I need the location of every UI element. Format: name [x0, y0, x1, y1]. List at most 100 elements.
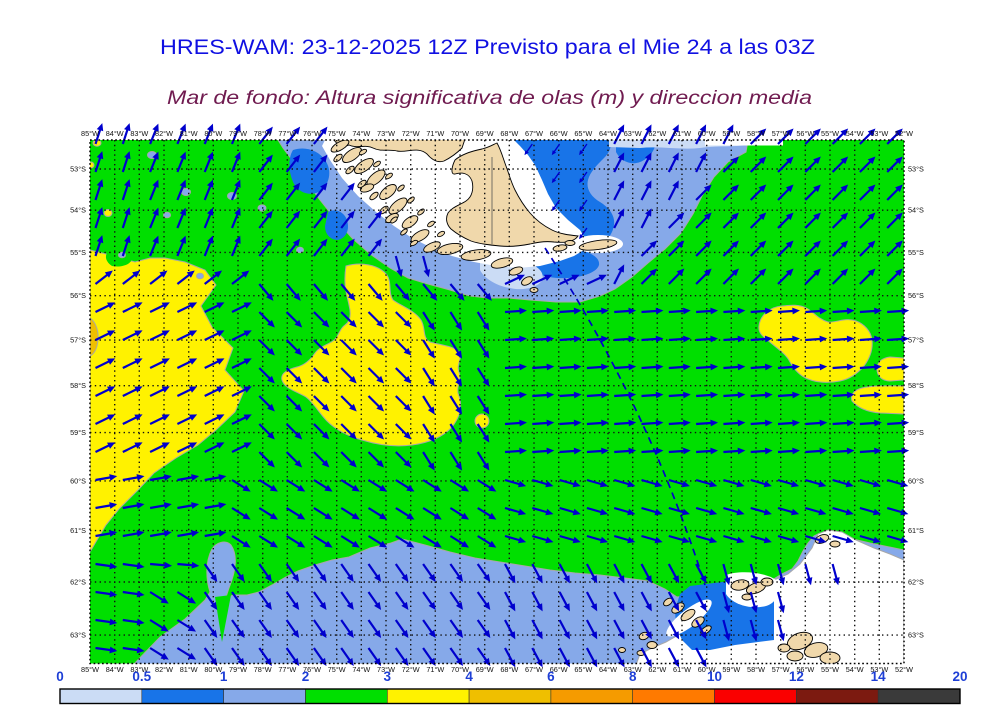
svg-text:56°W: 56°W — [796, 665, 814, 674]
svg-text:54°W: 54°W — [846, 129, 864, 138]
svg-text:54°W: 54°W — [846, 665, 864, 674]
svg-text:79°W: 79°W — [229, 665, 247, 674]
svg-text:79°W: 79°W — [229, 129, 247, 138]
svg-text:56°S: 56°S — [908, 291, 924, 300]
svg-text:HRES-WAM: 23-12-2025 12Z Previ: HRES-WAM: 23-12-2025 12Z Previsto para e… — [160, 36, 815, 59]
svg-text:62°S: 62°S — [70, 578, 86, 587]
svg-text:59°W: 59°W — [722, 665, 740, 674]
svg-text:58°S: 58°S — [908, 381, 924, 390]
svg-text:57°W: 57°W — [772, 665, 790, 674]
svg-text:74°W: 74°W — [352, 129, 370, 138]
svg-text:10: 10 — [707, 669, 722, 684]
svg-text:60°S: 60°S — [908, 476, 924, 485]
svg-text:85°W: 85°W — [81, 665, 99, 674]
svg-text:59°W: 59°W — [722, 129, 740, 138]
svg-text:4: 4 — [465, 669, 473, 684]
svg-text:57°W: 57°W — [772, 129, 790, 138]
svg-text:55°S: 55°S — [908, 248, 924, 257]
svg-text:54°S: 54°S — [70, 206, 86, 215]
svg-text:58°W: 58°W — [747, 665, 765, 674]
svg-text:61°W: 61°W — [673, 665, 691, 674]
svg-text:63°S: 63°S — [70, 631, 86, 640]
svg-text:69°W: 69°W — [476, 665, 494, 674]
svg-text:53°W: 53°W — [870, 129, 888, 138]
svg-text:61°W: 61°W — [673, 129, 691, 138]
svg-text:60°W: 60°W — [698, 665, 716, 674]
svg-text:71°W: 71°W — [426, 665, 444, 674]
svg-text:8: 8 — [629, 669, 637, 684]
svg-text:76°W: 76°W — [303, 665, 321, 674]
svg-text:63°S: 63°S — [908, 631, 924, 640]
svg-text:12: 12 — [789, 669, 804, 684]
svg-text:71°W: 71°W — [426, 129, 444, 138]
svg-text:75°W: 75°W — [328, 665, 346, 674]
svg-text:53°S: 53°S — [70, 165, 86, 174]
svg-text:73°W: 73°W — [377, 129, 395, 138]
svg-text:81°W: 81°W — [180, 129, 198, 138]
svg-text:58°W: 58°W — [747, 129, 765, 138]
svg-text:53°S: 53°S — [908, 165, 924, 174]
svg-text:64°W: 64°W — [599, 129, 617, 138]
svg-text:84°W: 84°W — [106, 129, 124, 138]
svg-text:52°W: 52°W — [895, 129, 913, 138]
svg-text:59°S: 59°S — [70, 428, 86, 437]
svg-text:20: 20 — [952, 669, 967, 684]
svg-text:63°W: 63°W — [624, 129, 642, 138]
svg-text:69°W: 69°W — [476, 129, 494, 138]
svg-text:78°W: 78°W — [254, 129, 272, 138]
svg-text:54°S: 54°S — [908, 206, 924, 215]
svg-text:65°W: 65°W — [574, 129, 592, 138]
svg-text:73°W: 73°W — [377, 665, 395, 674]
svg-text:77°W: 77°W — [278, 665, 296, 674]
svg-text:72°W: 72°W — [402, 665, 420, 674]
svg-text:66°W: 66°W — [550, 129, 568, 138]
svg-text:63°W: 63°W — [624, 665, 642, 674]
svg-text:75°W: 75°W — [328, 129, 346, 138]
svg-text:80°W: 80°W — [204, 129, 222, 138]
svg-text:60°S: 60°S — [70, 476, 86, 485]
svg-text:78°W: 78°W — [254, 665, 272, 674]
svg-text:74°W: 74°W — [352, 665, 370, 674]
svg-text:83°W: 83°W — [130, 665, 148, 674]
svg-text:55°W: 55°W — [821, 129, 839, 138]
svg-text:72°W: 72°W — [402, 129, 420, 138]
svg-text:68°W: 68°W — [500, 129, 518, 138]
svg-text:Mar de fondo: Altura significa: Mar de fondo: Altura significativa de ol… — [167, 87, 812, 109]
svg-text:61°S: 61°S — [908, 526, 924, 535]
svg-text:57°S: 57°S — [70, 336, 86, 345]
svg-text:55°W: 55°W — [821, 665, 839, 674]
svg-text:14: 14 — [871, 669, 887, 684]
svg-text:0: 0 — [56, 669, 64, 684]
svg-text:3: 3 — [384, 669, 392, 684]
svg-text:65°W: 65°W — [574, 665, 592, 674]
svg-text:85°W: 85°W — [81, 129, 99, 138]
svg-text:58°S: 58°S — [70, 381, 86, 390]
svg-text:81°W: 81°W — [180, 665, 198, 674]
svg-text:77°W: 77°W — [278, 129, 296, 138]
svg-text:62°S: 62°S — [908, 578, 924, 587]
svg-text:64°W: 64°W — [599, 665, 617, 674]
svg-text:57°S: 57°S — [908, 336, 924, 345]
svg-text:70°W: 70°W — [451, 665, 469, 674]
svg-text:68°W: 68°W — [500, 665, 518, 674]
svg-text:82°W: 82°W — [155, 129, 173, 138]
svg-text:59°S: 59°S — [908, 428, 924, 437]
svg-text:62°W: 62°W — [648, 129, 666, 138]
svg-text:1: 1 — [220, 669, 228, 684]
svg-text:84°W: 84°W — [106, 665, 124, 674]
svg-text:62°W: 62°W — [648, 665, 666, 674]
svg-text:66°W: 66°W — [550, 665, 568, 674]
svg-text:55°S: 55°S — [70, 248, 86, 257]
svg-text:67°W: 67°W — [525, 129, 543, 138]
svg-text:82°W: 82°W — [155, 665, 173, 674]
svg-text:83°W: 83°W — [130, 129, 148, 138]
svg-text:70°W: 70°W — [451, 129, 469, 138]
svg-text:2: 2 — [302, 669, 310, 684]
svg-text:76°W: 76°W — [303, 129, 321, 138]
svg-text:56°W: 56°W — [796, 129, 814, 138]
svg-text:6: 6 — [547, 669, 555, 684]
svg-text:67°W: 67°W — [525, 665, 543, 674]
svg-text:56°S: 56°S — [70, 291, 86, 300]
svg-text:61°S: 61°S — [70, 526, 86, 535]
svg-text:80°W: 80°W — [204, 665, 222, 674]
